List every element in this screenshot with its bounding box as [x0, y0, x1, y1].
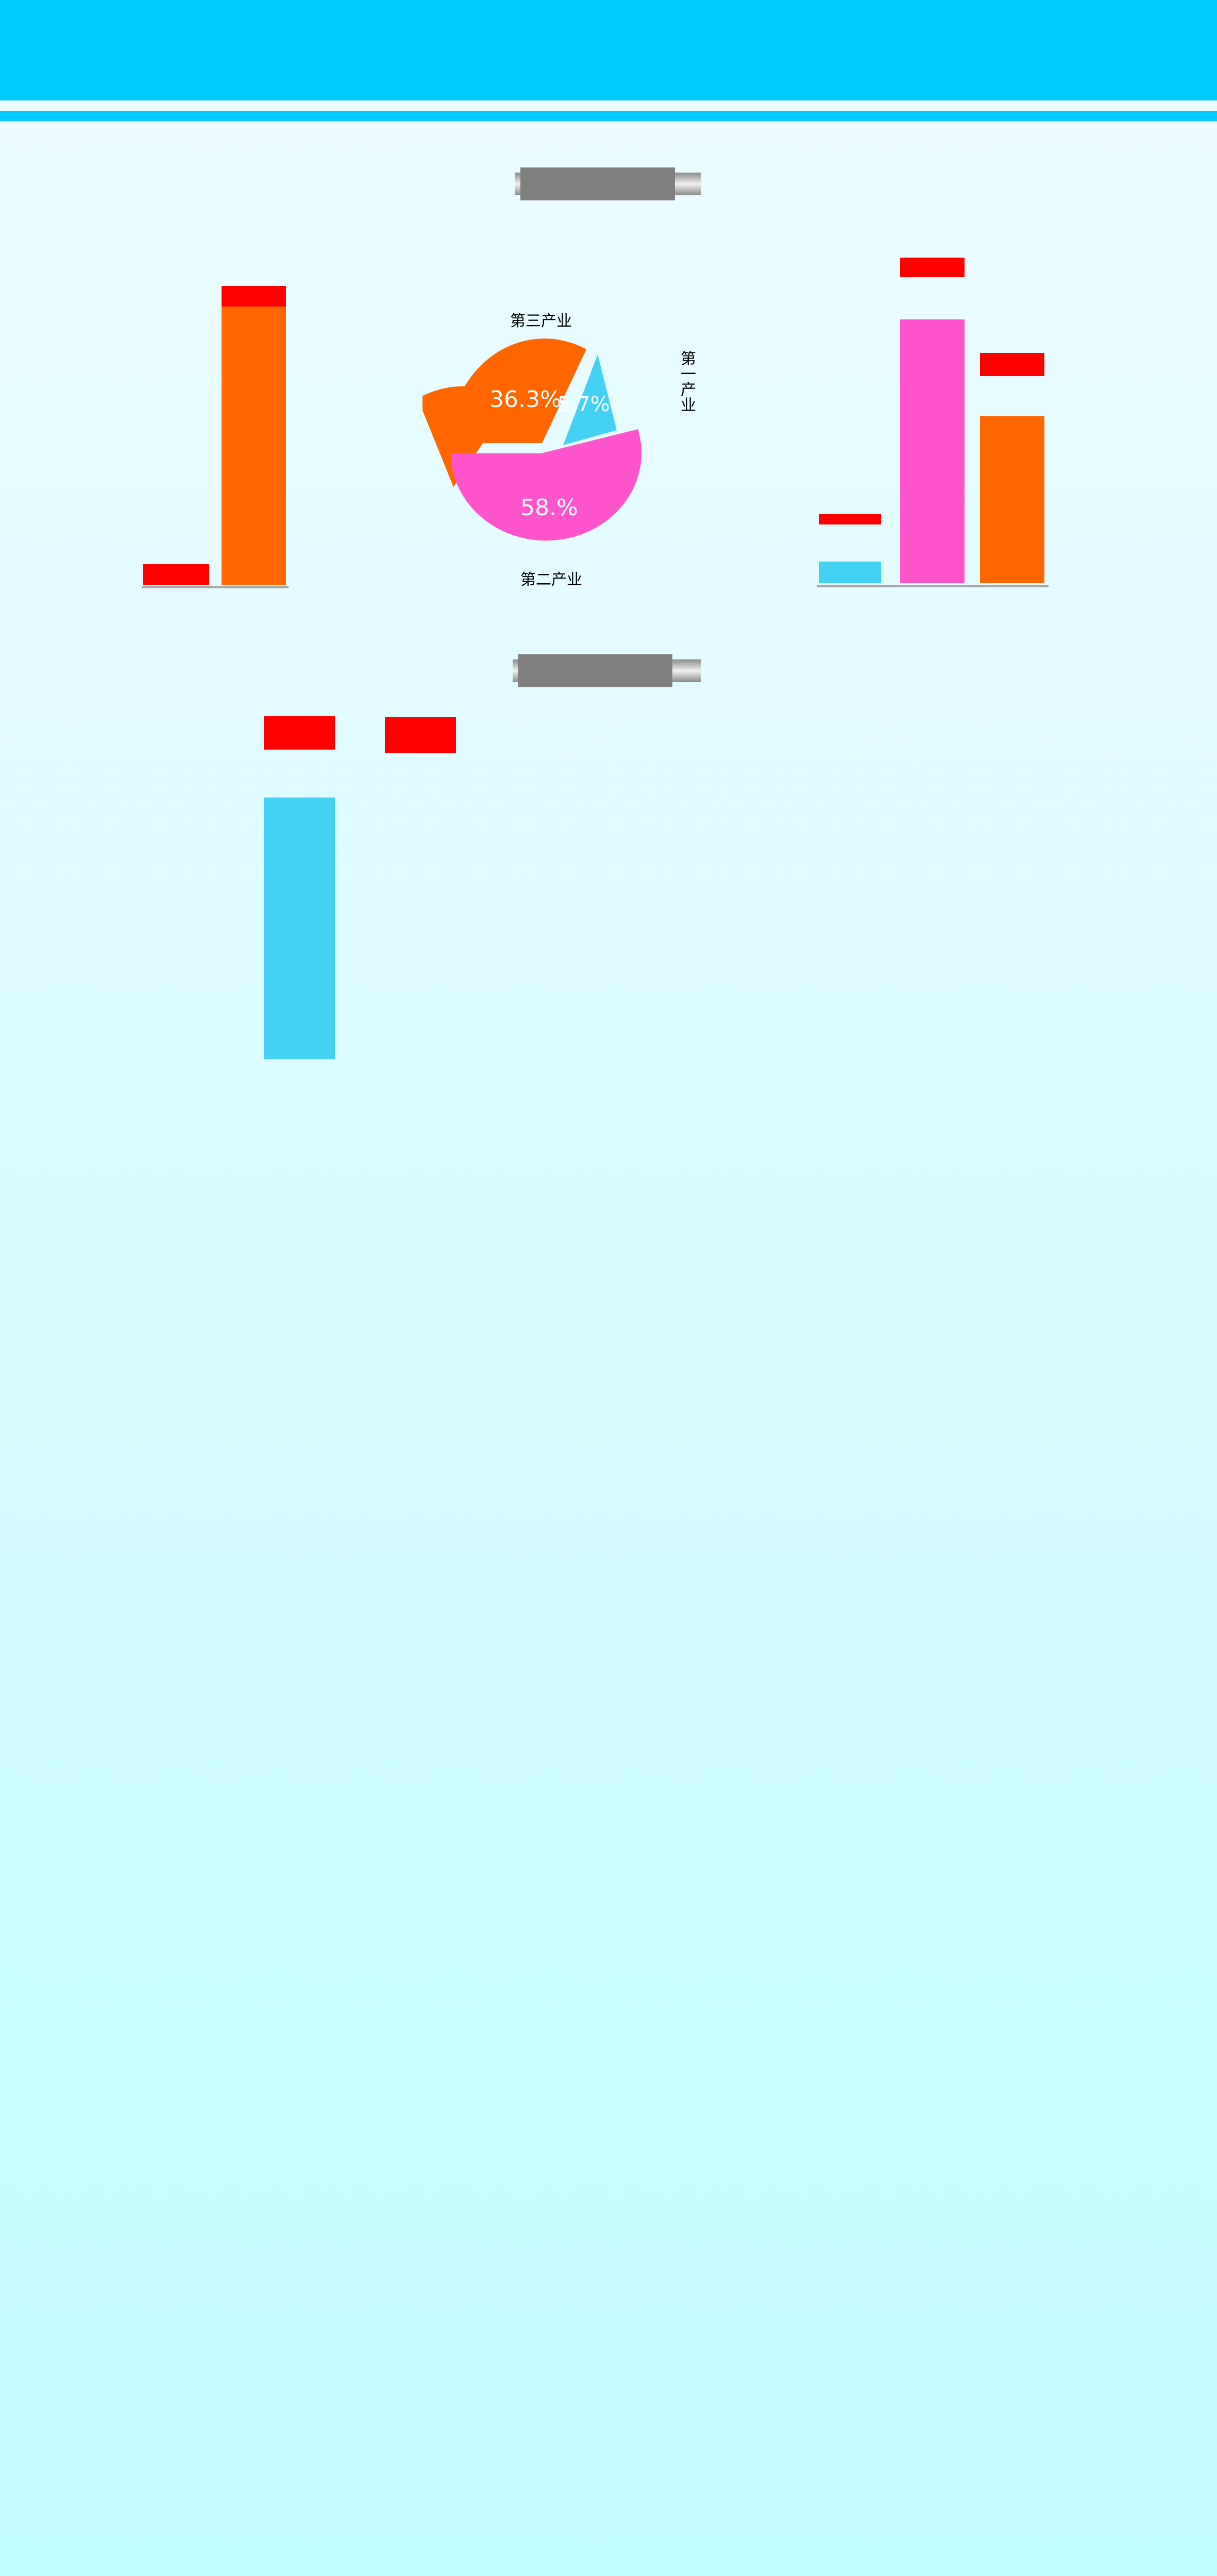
- industry-pie-chart: 36.3% 5.7% 58.%: [422, 338, 641, 541]
- ind2-bar: [900, 319, 965, 583]
- page-title: [0, 0, 1217, 100]
- ind3-bar: [980, 416, 1044, 583]
- six1-growth-bar: [264, 716, 335, 750]
- ind3-growth-bar: [980, 353, 1044, 376]
- gdp-q1-bar: [143, 564, 209, 585]
- svg-text:58.%: 58.%: [520, 495, 578, 521]
- ind2-growth-bar: [900, 258, 965, 277]
- ind1-growth-bar: [819, 514, 881, 524]
- six1-bar: [264, 798, 335, 1059]
- gdp-h1-growth-bar: [222, 286, 286, 307]
- header-stripe: [0, 111, 1217, 121]
- gdp-h1-bar: [222, 307, 286, 585]
- section-gdp: [510, 167, 706, 200]
- pie-label-secondary: 第二产业: [520, 571, 582, 589]
- svg-text:5.7%: 5.7%: [557, 393, 610, 416]
- svg-text:36.3%: 36.3%: [489, 386, 562, 413]
- ind1-bar: [819, 562, 881, 583]
- six2-growth-bar: [385, 717, 456, 753]
- pie-label-tertiary: 第三产业: [510, 312, 572, 330]
- header-banner: [0, 0, 1217, 100]
- section-six: [510, 654, 706, 687]
- pie-label-primary: 第一产业: [678, 350, 696, 412]
